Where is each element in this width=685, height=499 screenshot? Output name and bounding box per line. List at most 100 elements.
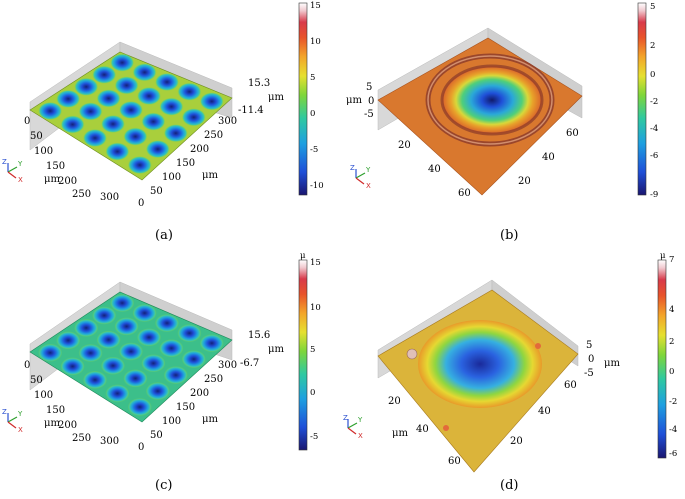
axis-triad-d: Z Y X (343, 414, 363, 440)
dimple (199, 92, 224, 111)
dimple (163, 124, 188, 143)
dimple (159, 339, 184, 358)
colorbar-tick: 5 (310, 73, 315, 83)
x-tick: 200 (58, 176, 77, 187)
colorbar-scale (298, 2, 308, 196)
dimple (181, 108, 206, 127)
dimple (141, 112, 166, 131)
dimple (199, 334, 224, 353)
colorbar-tick: -4 (669, 425, 677, 435)
y-tick: 300 (218, 360, 237, 371)
dimple (74, 77, 99, 96)
x-tick: 0 (24, 360, 30, 371)
triad-y-label: Y (365, 166, 371, 174)
dimple (60, 115, 85, 134)
triad-z-label: Z (2, 158, 7, 166)
dimple (78, 102, 103, 121)
dimple (132, 304, 157, 323)
y-ticks-a: 0 50 100 150 200 250 300 μm (138, 116, 237, 209)
dimple (159, 97, 184, 116)
x-tick: 250 (72, 433, 91, 444)
triad-x-label: X (18, 426, 23, 434)
y-tick: 0 (138, 442, 144, 453)
triad-x-label: X (366, 182, 371, 190)
y-tick: 20 (510, 436, 523, 447)
colorbar-tick: 2 (650, 41, 655, 51)
colorbar-tick: 10 (310, 303, 321, 313)
dimple (83, 129, 107, 147)
y-ticks-b: 20 40 60 (518, 128, 579, 187)
dimple (56, 331, 81, 350)
y-tick: 60 (566, 128, 579, 139)
x-tick: 20 (398, 140, 411, 151)
z-label: 0 (588, 354, 594, 365)
colorbar-tick: -2 (650, 97, 658, 107)
colorbar-tick: 15 (310, 1, 321, 11)
colorbar-scale (637, 2, 647, 196)
y-ticks-c: 0 50 100 150 200 250 300 μm (138, 360, 237, 453)
z-labels-c: 15.6 μm -6.7 (240, 330, 284, 369)
z-unit: μm (268, 92, 284, 103)
colorbar-tick: 4 (669, 305, 674, 315)
y-tick: 40 (538, 406, 551, 417)
triad-y-label: Y (357, 416, 363, 424)
colorbar-tick: -4 (650, 124, 658, 134)
dimple (127, 156, 152, 175)
z-unit: μm (268, 344, 284, 355)
colorbar-b: 5 2 0 -2 -4 -6 -9 (637, 2, 658, 200)
y-tick: 250 (204, 374, 223, 385)
colorbar-tick: 0 (650, 70, 655, 80)
surface-plot-b: 5 μm 0 -5 20 40 60 20 40 60 5 2 0 -2 -4 … (346, 2, 658, 200)
colorbar-tick: 2 (669, 337, 674, 347)
dimple (101, 115, 125, 133)
x-axis-unit: μm (392, 428, 408, 439)
y-tick: 50 (150, 186, 163, 197)
dimple (110, 294, 135, 313)
triad-x-label: X (18, 176, 23, 184)
colorbar-c: μ 15 10 5 0 -5 (298, 251, 321, 451)
x-ticks-c: 0 50 100 150 200 250 300 μm (24, 360, 119, 447)
x-axis-unit: μm (44, 174, 60, 185)
dimple (123, 127, 148, 146)
dimple (127, 398, 152, 417)
dimple (92, 65, 117, 84)
dimple (145, 382, 170, 401)
z-min-label: -11.4 (238, 105, 264, 116)
dimple (110, 53, 135, 72)
y-tick: 200 (190, 144, 209, 155)
x-ticks-d: 20 40 60 μm (388, 396, 461, 467)
colorbar-tick: -5 (310, 432, 318, 442)
colorbar-tick: 15 (310, 258, 321, 268)
y-tick: 150 (176, 158, 195, 169)
dimple (114, 76, 139, 95)
colorbar-d: μ 7 4 2 0 -2 -4 -6 (657, 251, 677, 459)
triad-z-label: Z (2, 408, 7, 416)
caption-a: (a) (155, 228, 173, 243)
z-label: 5 (366, 82, 372, 93)
caption-b: (b) (500, 228, 519, 243)
colorbar-tick: 0 (310, 109, 315, 119)
dimple (123, 369, 148, 388)
y-tick: 100 (162, 172, 181, 183)
dimple (74, 318, 99, 337)
triad-z-label: Z (343, 414, 348, 422)
dimple (145, 140, 170, 159)
x-ticks-a: 0 50 100 150 200 250 300 μm (24, 116, 119, 203)
surface-plot-c: 0 50 100 150 200 250 300 μm 0 50 100 150… (2, 251, 321, 453)
y-tick: 40 (542, 152, 555, 163)
triad-y-label: Y (17, 160, 23, 168)
z-max-label: 15.6 (248, 330, 270, 341)
x-tick: 150 (46, 161, 65, 172)
dimple (141, 354, 166, 373)
z-label: 0 (368, 96, 374, 107)
dimple (177, 82, 202, 101)
axis-triad-c: Z Y X (2, 408, 23, 434)
dimple (101, 356, 125, 375)
colorbar-title: μ (300, 251, 306, 261)
axis-triad-a: Z Y X (2, 158, 23, 184)
x-tick: 40 (416, 424, 429, 435)
z-label: -5 (364, 109, 374, 120)
colorbar-tick: -10 (310, 181, 324, 191)
dimple (132, 63, 157, 82)
y-axis-unit: μm (202, 170, 218, 181)
